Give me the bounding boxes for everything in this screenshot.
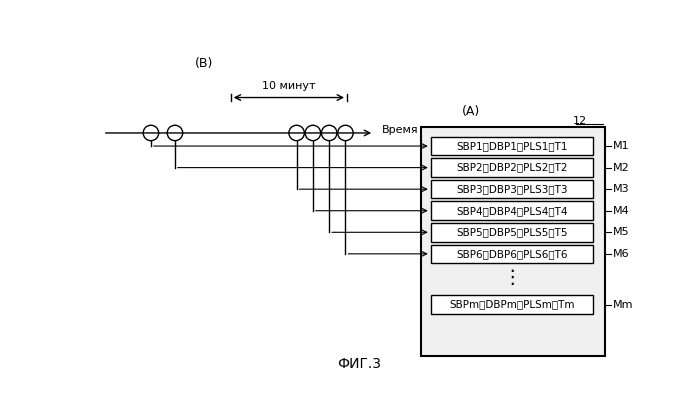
Text: 12: 12 [572, 117, 586, 127]
Bar [431, 159, 593, 177]
Bar [431, 137, 593, 155]
Text: ФИГ.3: ФИГ.3 [337, 357, 381, 371]
Text: ⋮: ⋮ [503, 268, 522, 287]
Text: M3: M3 [613, 184, 630, 194]
Text: SBP1、DBP1、PLS1、T1: SBP1、DBP1、PLS1、T1 [456, 141, 568, 151]
Text: 10 минут: 10 минут [262, 81, 316, 90]
Text: SBP5、DBP5、PLS5、T5: SBP5、DBP5、PLS5、T5 [456, 227, 568, 237]
Bar [421, 127, 605, 356]
Text: (A): (A) [462, 105, 480, 118]
Bar [431, 244, 593, 263]
Text: Mm: Mm [613, 300, 633, 310]
Text: SBP3、DBP3、PLS3、T3: SBP3、DBP3、PLS3、T3 [456, 184, 568, 194]
Bar [431, 223, 593, 242]
Text: M4: M4 [613, 206, 630, 216]
Text: M2: M2 [613, 163, 630, 173]
Text: SBPm、DBPm、PLSm、Tm: SBPm、DBPm、PLSm、Tm [449, 300, 575, 310]
Text: (В): (В) [194, 57, 212, 70]
Bar [431, 202, 593, 220]
Text: M1: M1 [613, 141, 630, 151]
Text: SBP4、DBP4、PLS4、T4: SBP4、DBP4、PLS4、T4 [456, 206, 568, 216]
Text: M6: M6 [613, 249, 630, 259]
Text: SBP6、DBP6、PLS6、T6: SBP6、DBP6、PLS6、T6 [456, 249, 568, 259]
Text: M5: M5 [613, 227, 630, 237]
Bar [431, 180, 593, 198]
Text: SBP2、DBP2、PLS2、T2: SBP2、DBP2、PLS2、T2 [456, 163, 568, 173]
Bar [431, 295, 593, 314]
Text: Время: Время [382, 125, 419, 135]
